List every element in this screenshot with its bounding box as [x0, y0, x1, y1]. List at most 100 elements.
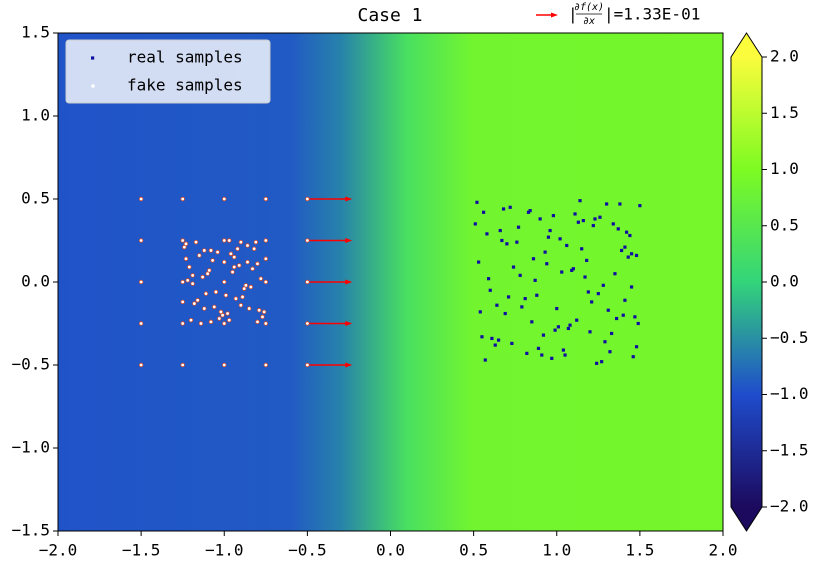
- real-sample: [536, 346, 541, 350]
- colorbar-tick-label: −1.5: [770, 440, 809, 459]
- real-sample: [483, 358, 487, 362]
- fake-sample: [203, 291, 209, 296]
- fake-sample: [305, 238, 310, 243]
- real-sample: [496, 338, 501, 342]
- real-sample: [477, 260, 481, 264]
- real-sample: [546, 235, 551, 239]
- real-sample: [575, 318, 579, 322]
- real-sample: [606, 308, 610, 312]
- real-sample: [624, 230, 629, 234]
- fake-sample: [185, 278, 190, 283]
- fake-sample: [222, 238, 227, 243]
- fake-sample: [261, 309, 267, 315]
- real-sample: [505, 242, 509, 246]
- real-sample: [473, 222, 477, 226]
- real-sample: [535, 293, 539, 297]
- fake-sample: [138, 279, 144, 285]
- real-sample: [551, 214, 556, 218]
- fake-sample: [183, 241, 189, 247]
- real-sample: [626, 255, 630, 259]
- real-sample: [495, 303, 499, 307]
- real-sample: [510, 341, 514, 346]
- fake-sample: [233, 296, 239, 301]
- real-sample: [520, 305, 524, 309]
- real-sample: [558, 237, 562, 241]
- colorbar-tick-label: −1.0: [770, 384, 809, 403]
- gradient-arrow: [307, 321, 353, 326]
- real-sample: [498, 228, 502, 233]
- fake-sample: [217, 316, 222, 321]
- real-sample: [500, 238, 504, 243]
- real-sample: [570, 268, 574, 272]
- fake-sample: [138, 362, 144, 368]
- real-sample: [545, 262, 549, 266]
- fake-sample: [263, 362, 269, 368]
- fake-sample: [190, 273, 195, 278]
- real-sample: [493, 343, 497, 347]
- real-sample: [608, 350, 612, 354]
- real-sample: [503, 311, 507, 316]
- fake-sample: [230, 269, 235, 275]
- fake-sample: [180, 196, 185, 202]
- fake-sample: [238, 303, 244, 308]
- chart-title: Case 1: [357, 5, 422, 26]
- real-sample: [518, 273, 522, 277]
- fake-sample: [188, 317, 194, 323]
- colorbar-tick-label: −0.5: [770, 328, 809, 347]
- x-tick-label: 2.0: [709, 541, 738, 560]
- fake-sample: [227, 238, 232, 243]
- fake-sample: [238, 239, 244, 245]
- fake-sample: [222, 279, 227, 285]
- real-sample: [598, 215, 602, 219]
- real-sample: [623, 298, 627, 302]
- fake-sample: [253, 239, 259, 245]
- fake-sample: [180, 299, 185, 305]
- fake-sample: [190, 281, 195, 286]
- fake-sample: [305, 196, 310, 202]
- fake-sample: [222, 259, 227, 265]
- fake-sample: [237, 263, 242, 268]
- fake-sample: [210, 258, 215, 263]
- real-sample: [576, 220, 580, 224]
- real-sample: [631, 355, 635, 359]
- real-sample: [573, 212, 577, 216]
- real-sample: [486, 277, 491, 281]
- fake-sample: [213, 289, 219, 295]
- fake-sample: [197, 253, 202, 258]
- gradient-arrow: [307, 279, 353, 285]
- fake-sample: [212, 304, 217, 310]
- real-sample: [566, 326, 570, 331]
- real-sample: [480, 335, 484, 339]
- real-sample: [611, 222, 615, 226]
- real-sample: [596, 292, 600, 296]
- x-tick-label: 0.5: [459, 541, 488, 560]
- y-tick-label: −1.0: [11, 438, 50, 457]
- fake-sample: [255, 319, 260, 325]
- real-sample: [628, 233, 632, 238]
- real-sample: [593, 217, 597, 221]
- fake-sample: [305, 279, 310, 285]
- fake-sample: [235, 246, 240, 251]
- real-sample: [638, 204, 642, 208]
- gradient-arrow: [307, 238, 353, 243]
- y-tick-label: 0.5: [21, 189, 50, 208]
- real-sample: [490, 336, 494, 341]
- real-sample: [538, 217, 542, 221]
- fake-sample: [258, 276, 264, 281]
- y-tick-label: −0.5: [11, 355, 50, 374]
- real-sample: [478, 310, 482, 314]
- real-sample: [531, 257, 536, 261]
- real-sample: [548, 228, 552, 233]
- fake-sample: [215, 249, 220, 255]
- real-sample: [581, 218, 585, 223]
- fake-sample: [192, 301, 197, 306]
- y-tick-label: −1.5: [11, 521, 50, 540]
- real-sample: [528, 209, 532, 213]
- real-sample: [506, 295, 511, 299]
- x-tick-label: −0.5: [288, 541, 327, 560]
- real-sample: [621, 313, 625, 317]
- real-sample: [636, 321, 640, 326]
- real-sample: [590, 300, 594, 304]
- real-sample: [578, 199, 582, 203]
- x-tick-label: 1.0: [542, 541, 571, 560]
